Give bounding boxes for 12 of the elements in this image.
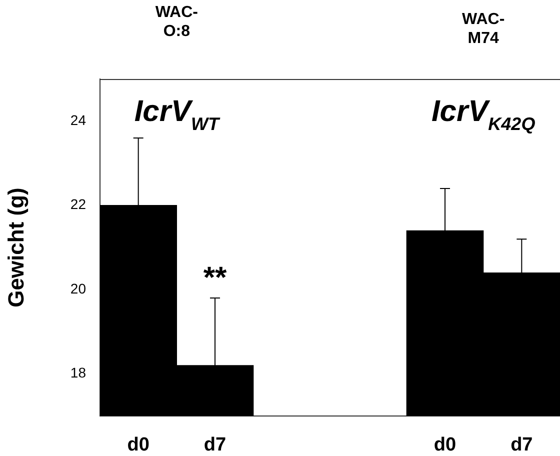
text: WAC- M74 <box>462 11 505 47</box>
y-tick-label: 24 <box>70 112 86 128</box>
x-tick-label: d7 <box>204 434 226 456</box>
x-tick-label: d0 <box>127 434 150 456</box>
y-tick-label: 22 <box>70 196 86 212</box>
y-tick-label: 20 <box>70 280 86 296</box>
y-tick-label: 18 <box>70 364 86 381</box>
annotation: ** <box>203 262 227 295</box>
text: WAC- O:8 <box>155 4 198 40</box>
x-tick-label: d0 <box>434 434 456 456</box>
y-axis-title: Gewicht (g) <box>3 188 28 308</box>
x-tick-label: d7 <box>510 434 533 456</box>
